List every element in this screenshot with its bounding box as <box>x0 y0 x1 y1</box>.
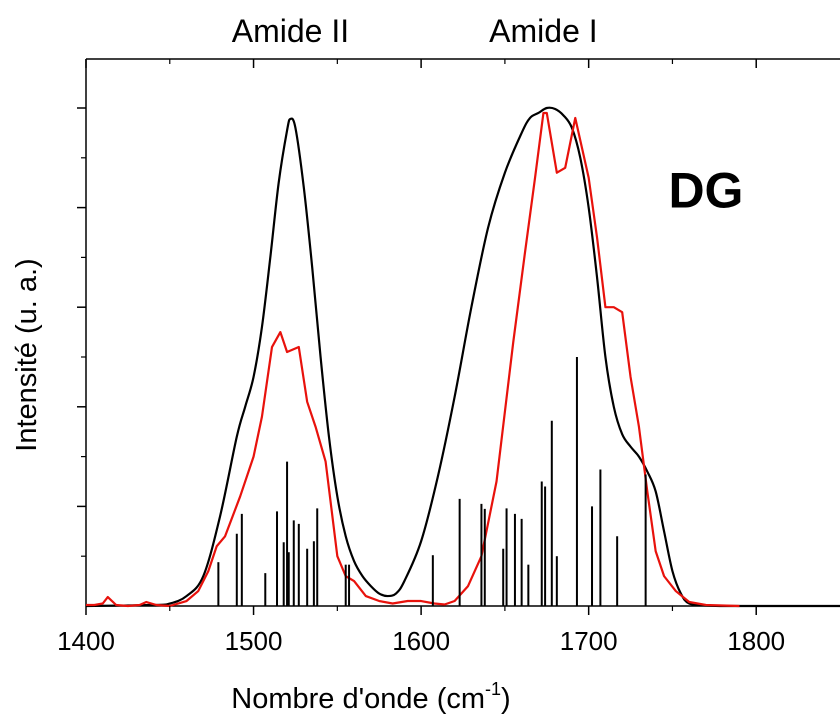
x-axis-label-main: Nombre d'onde (cm <box>231 683 485 715</box>
stick-series <box>217 357 647 606</box>
x-tick-label: 1400 <box>57 626 115 656</box>
smooth-spectrum-line <box>85 106 840 608</box>
labels: Intensité (u. a.) Nombre d'onde (cm-1) <box>11 258 511 715</box>
ticks: 1400 1500 1600 1700 1800 <box>57 59 785 656</box>
band-label: Amide II <box>232 13 349 49</box>
red-spectrum-line <box>86 111 740 608</box>
axes <box>85 58 840 607</box>
x-tick-label: 1600 <box>392 626 450 656</box>
x-tick-label: 1500 <box>225 626 283 656</box>
series-layer <box>85 106 840 608</box>
x-axis-label-superscript: -1 <box>485 679 501 699</box>
band-label: Amide I <box>489 13 597 49</box>
x-tick-label: 1800 <box>727 626 785 656</box>
annotations: Amide II Amide I DG <box>232 13 744 219</box>
sample-label: DG <box>668 163 743 219</box>
x-axis-label: Nombre d'onde (cm-1) <box>231 679 510 715</box>
x-tick-label: 1700 <box>560 626 618 656</box>
y-axis-label: Intensité (u. a.) <box>11 258 43 451</box>
x-axis-label-suffix: ) <box>501 683 511 715</box>
